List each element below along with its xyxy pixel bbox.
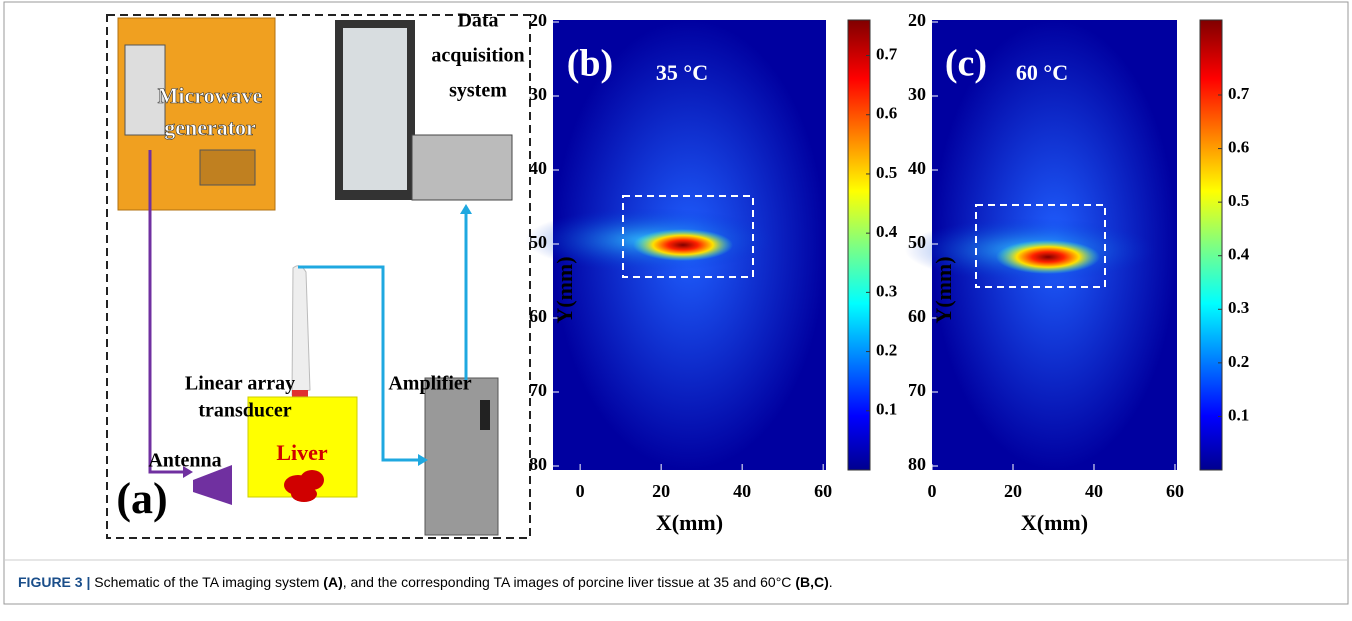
y-tick-label: 20 bbox=[529, 10, 547, 30]
x-tick-label: 0 bbox=[928, 481, 937, 501]
caption-text: , and the corresponding TA images of por… bbox=[343, 574, 796, 590]
x-tick-label: 20 bbox=[652, 481, 670, 501]
colorbar-tick-label: 0.7 bbox=[876, 44, 898, 63]
label: Antenna bbox=[148, 450, 221, 472]
temperature: 60 °C bbox=[1016, 60, 1068, 85]
generator-module bbox=[124, 44, 166, 136]
x-tick-label: 20 bbox=[1004, 481, 1022, 501]
y-tick-label: 50 bbox=[529, 232, 547, 252]
colorbar-tick-label: 0.4 bbox=[876, 222, 898, 241]
roi-box bbox=[975, 204, 1106, 288]
colorbar-tick-label: 0.3 bbox=[876, 281, 897, 300]
y-tick-label: 40 bbox=[529, 158, 547, 178]
arrow bbox=[148, 150, 185, 474]
colorbar-tick-label: 0.6 bbox=[1228, 137, 1249, 156]
arrow-head bbox=[183, 466, 193, 478]
y-tick-label: 70 bbox=[529, 380, 547, 400]
daq-box bbox=[411, 134, 513, 201]
label: generator bbox=[164, 115, 256, 140]
y-tick-label: 60 bbox=[529, 306, 547, 326]
x-tick-label: 40 bbox=[733, 481, 751, 501]
label: Data bbox=[457, 10, 498, 32]
x-tick-label: 60 bbox=[1166, 481, 1184, 501]
colorbar-tick-label: 0.1 bbox=[876, 400, 897, 419]
colorbar-tick-label: 0.7 bbox=[1228, 84, 1250, 103]
label: Liver bbox=[276, 440, 328, 465]
y-tick-label: 40 bbox=[908, 158, 926, 178]
colorbar-tick-label: 0.5 bbox=[876, 163, 897, 182]
panel-label: (c) bbox=[945, 43, 987, 85]
x-tick-label: 40 bbox=[1085, 481, 1103, 501]
colorbar-tick-label: 0.5 bbox=[1228, 191, 1249, 210]
y-tick-label: 30 bbox=[908, 84, 926, 104]
heatmap-hot bbox=[996, 240, 1100, 274]
amplifier-panel bbox=[480, 400, 490, 430]
caption: FIGURE 3 | Schematic of the TA imaging s… bbox=[18, 574, 833, 590]
label: Amplifier bbox=[388, 373, 471, 395]
colorbar-tick-label: 0.1 bbox=[1228, 405, 1249, 424]
panel-label: (b) bbox=[567, 43, 613, 85]
arrow-head bbox=[460, 204, 472, 214]
caption-label: FIGURE 3 | bbox=[18, 574, 90, 590]
frame bbox=[3, 1, 1349, 605]
colorbar-tick-label: 0.2 bbox=[1228, 352, 1249, 371]
colorbar-tick-label: 0.4 bbox=[1228, 245, 1250, 264]
colorbar-tick-label: 0.3 bbox=[1228, 298, 1249, 317]
y-axis-label: Y(mm) bbox=[931, 256, 956, 323]
x-axis-label: X(mm) bbox=[656, 510, 723, 535]
x-axis-label: X(mm) bbox=[1021, 510, 1088, 535]
caption-text: . bbox=[829, 574, 833, 590]
y-tick-label: 20 bbox=[908, 10, 926, 30]
heatmap-hot bbox=[633, 229, 733, 261]
colorbar-tick-label: 0.6 bbox=[876, 104, 897, 123]
label: system bbox=[449, 80, 507, 102]
colorbar-tick-label: 0.2 bbox=[876, 340, 897, 359]
label: Microwave bbox=[158, 83, 263, 108]
y-tick-label: 30 bbox=[529, 84, 547, 104]
caption-text: Schematic of the TA imaging system bbox=[90, 574, 323, 590]
x-tick-label: 0 bbox=[576, 481, 585, 501]
y-tick-label: 80 bbox=[908, 454, 926, 474]
roi-box bbox=[622, 195, 754, 278]
label: acquisition bbox=[431, 45, 524, 67]
panel-label: (a) bbox=[116, 474, 167, 523]
y-axis-label: Y(mm) bbox=[552, 256, 577, 323]
label: Linear array bbox=[185, 373, 295, 395]
colorbar bbox=[847, 19, 871, 471]
antenna bbox=[193, 465, 232, 505]
arrow-head bbox=[418, 454, 428, 466]
temperature: 35 °C bbox=[656, 60, 708, 85]
y-tick-label: 50 bbox=[908, 232, 926, 252]
x-tick-label: 60 bbox=[814, 481, 832, 501]
y-tick-label: 60 bbox=[908, 306, 926, 326]
panel-box bbox=[106, 14, 531, 539]
y-tick-label: 70 bbox=[908, 380, 926, 400]
y-tick-label: 80 bbox=[529, 454, 547, 474]
arrow bbox=[298, 265, 420, 462]
transducer-tip bbox=[292, 390, 308, 398]
liver-blob bbox=[284, 470, 324, 502]
colorbar bbox=[1199, 19, 1223, 471]
caption-text: (B,C) bbox=[795, 574, 828, 590]
caption-text: (A) bbox=[323, 574, 342, 590]
screen bbox=[343, 28, 407, 190]
generator-port bbox=[199, 149, 256, 186]
label: transducer bbox=[198, 400, 291, 422]
